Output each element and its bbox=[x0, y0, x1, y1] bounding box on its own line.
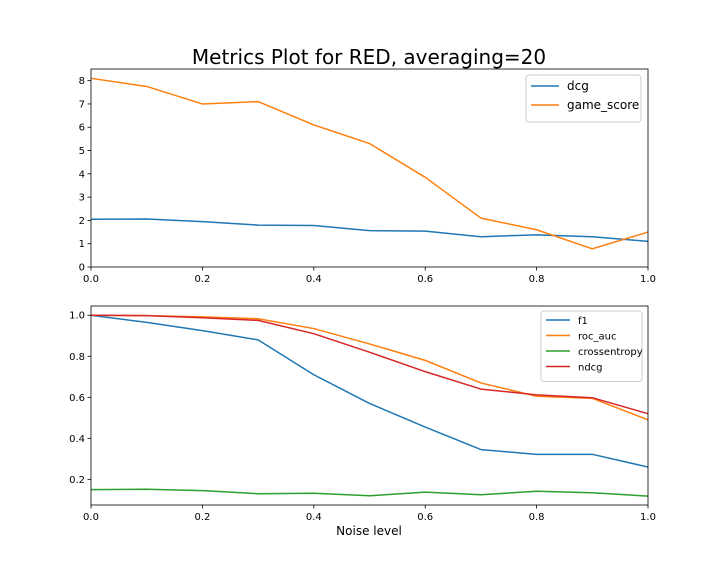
y-tick-label: 0.8 bbox=[69, 352, 85, 363]
y-tick-label: 7 bbox=[79, 99, 85, 110]
x-tick-label: 0.6 bbox=[417, 274, 433, 285]
legend-label-ndcg: ndcg bbox=[578, 363, 603, 374]
y-tick-label: 4 bbox=[79, 169, 85, 180]
legend-label-crossentropy: crossentropy bbox=[578, 347, 643, 358]
top-plot: 0.0 0.2 0.4 0.6 0.8 1.0 0 1 2 3 4 5 6 7 8 dcg game_score bbox=[79, 68, 656, 285]
plot-frame bbox=[90, 305, 649, 506]
legend: dcg game_score bbox=[525, 74, 642, 123]
legend-box bbox=[540, 310, 643, 382]
y-tick-label: 1 bbox=[79, 239, 85, 250]
y-tick-label: 3 bbox=[79, 193, 85, 204]
series-line-dcg bbox=[90, 218, 649, 243]
y-tick-label: 0 bbox=[79, 263, 85, 274]
legend: f1 roc_auc crossentropy ndcg bbox=[540, 310, 643, 382]
x-tick-label: 0.4 bbox=[306, 512, 322, 523]
series-line-crossentropy bbox=[90, 488, 649, 497]
plot-frame bbox=[90, 68, 649, 268]
bottom-plot: 0.0 0.2 0.4 0.6 0.8 1.0 0.2 0.4 0.6 0.8 1.0 f1 roc_a… bbox=[69, 305, 656, 523]
x-tick-label: 1.0 bbox=[640, 512, 656, 523]
y-tick-label: 1.0 bbox=[69, 311, 85, 322]
legend-label-roc_auc: roc_auc bbox=[578, 332, 616, 343]
x-tick-label: 0.0 bbox=[83, 274, 99, 285]
figure-title: Metrics Plot for RED, averaging=20 bbox=[192, 45, 546, 69]
y-tick-label: 8 bbox=[79, 76, 85, 87]
series-line-game_score bbox=[90, 77, 649, 250]
x-tick-label: 0.4 bbox=[306, 274, 322, 285]
y-tick-label: 0.2 bbox=[69, 475, 85, 486]
series-line-ndcg bbox=[90, 314, 649, 415]
y-tick-label: 5 bbox=[79, 146, 85, 157]
legend-label-f1: f1 bbox=[578, 316, 588, 327]
x-tick-label: 0.2 bbox=[194, 274, 210, 285]
y-tick-label: 0.4 bbox=[69, 434, 85, 445]
legend-label-dcg: dcg bbox=[567, 79, 589, 93]
x-tick-label: 0.0 bbox=[83, 512, 99, 523]
x-axis-label: Noise level bbox=[336, 524, 402, 538]
x-tick-label: 0.8 bbox=[529, 274, 545, 285]
x-tick-label: 0.6 bbox=[417, 512, 433, 523]
x-tick-label: 0.2 bbox=[194, 512, 210, 523]
y-tick-label: 0.6 bbox=[69, 393, 85, 404]
series-line-f1 bbox=[90, 314, 649, 468]
x-tick-label: 0.8 bbox=[529, 512, 545, 523]
y-tick-label: 6 bbox=[79, 123, 85, 134]
legend-label-game_score: game_score bbox=[567, 98, 639, 112]
x-tick-label: 1.0 bbox=[640, 274, 656, 285]
y-tick-label: 2 bbox=[79, 216, 85, 227]
